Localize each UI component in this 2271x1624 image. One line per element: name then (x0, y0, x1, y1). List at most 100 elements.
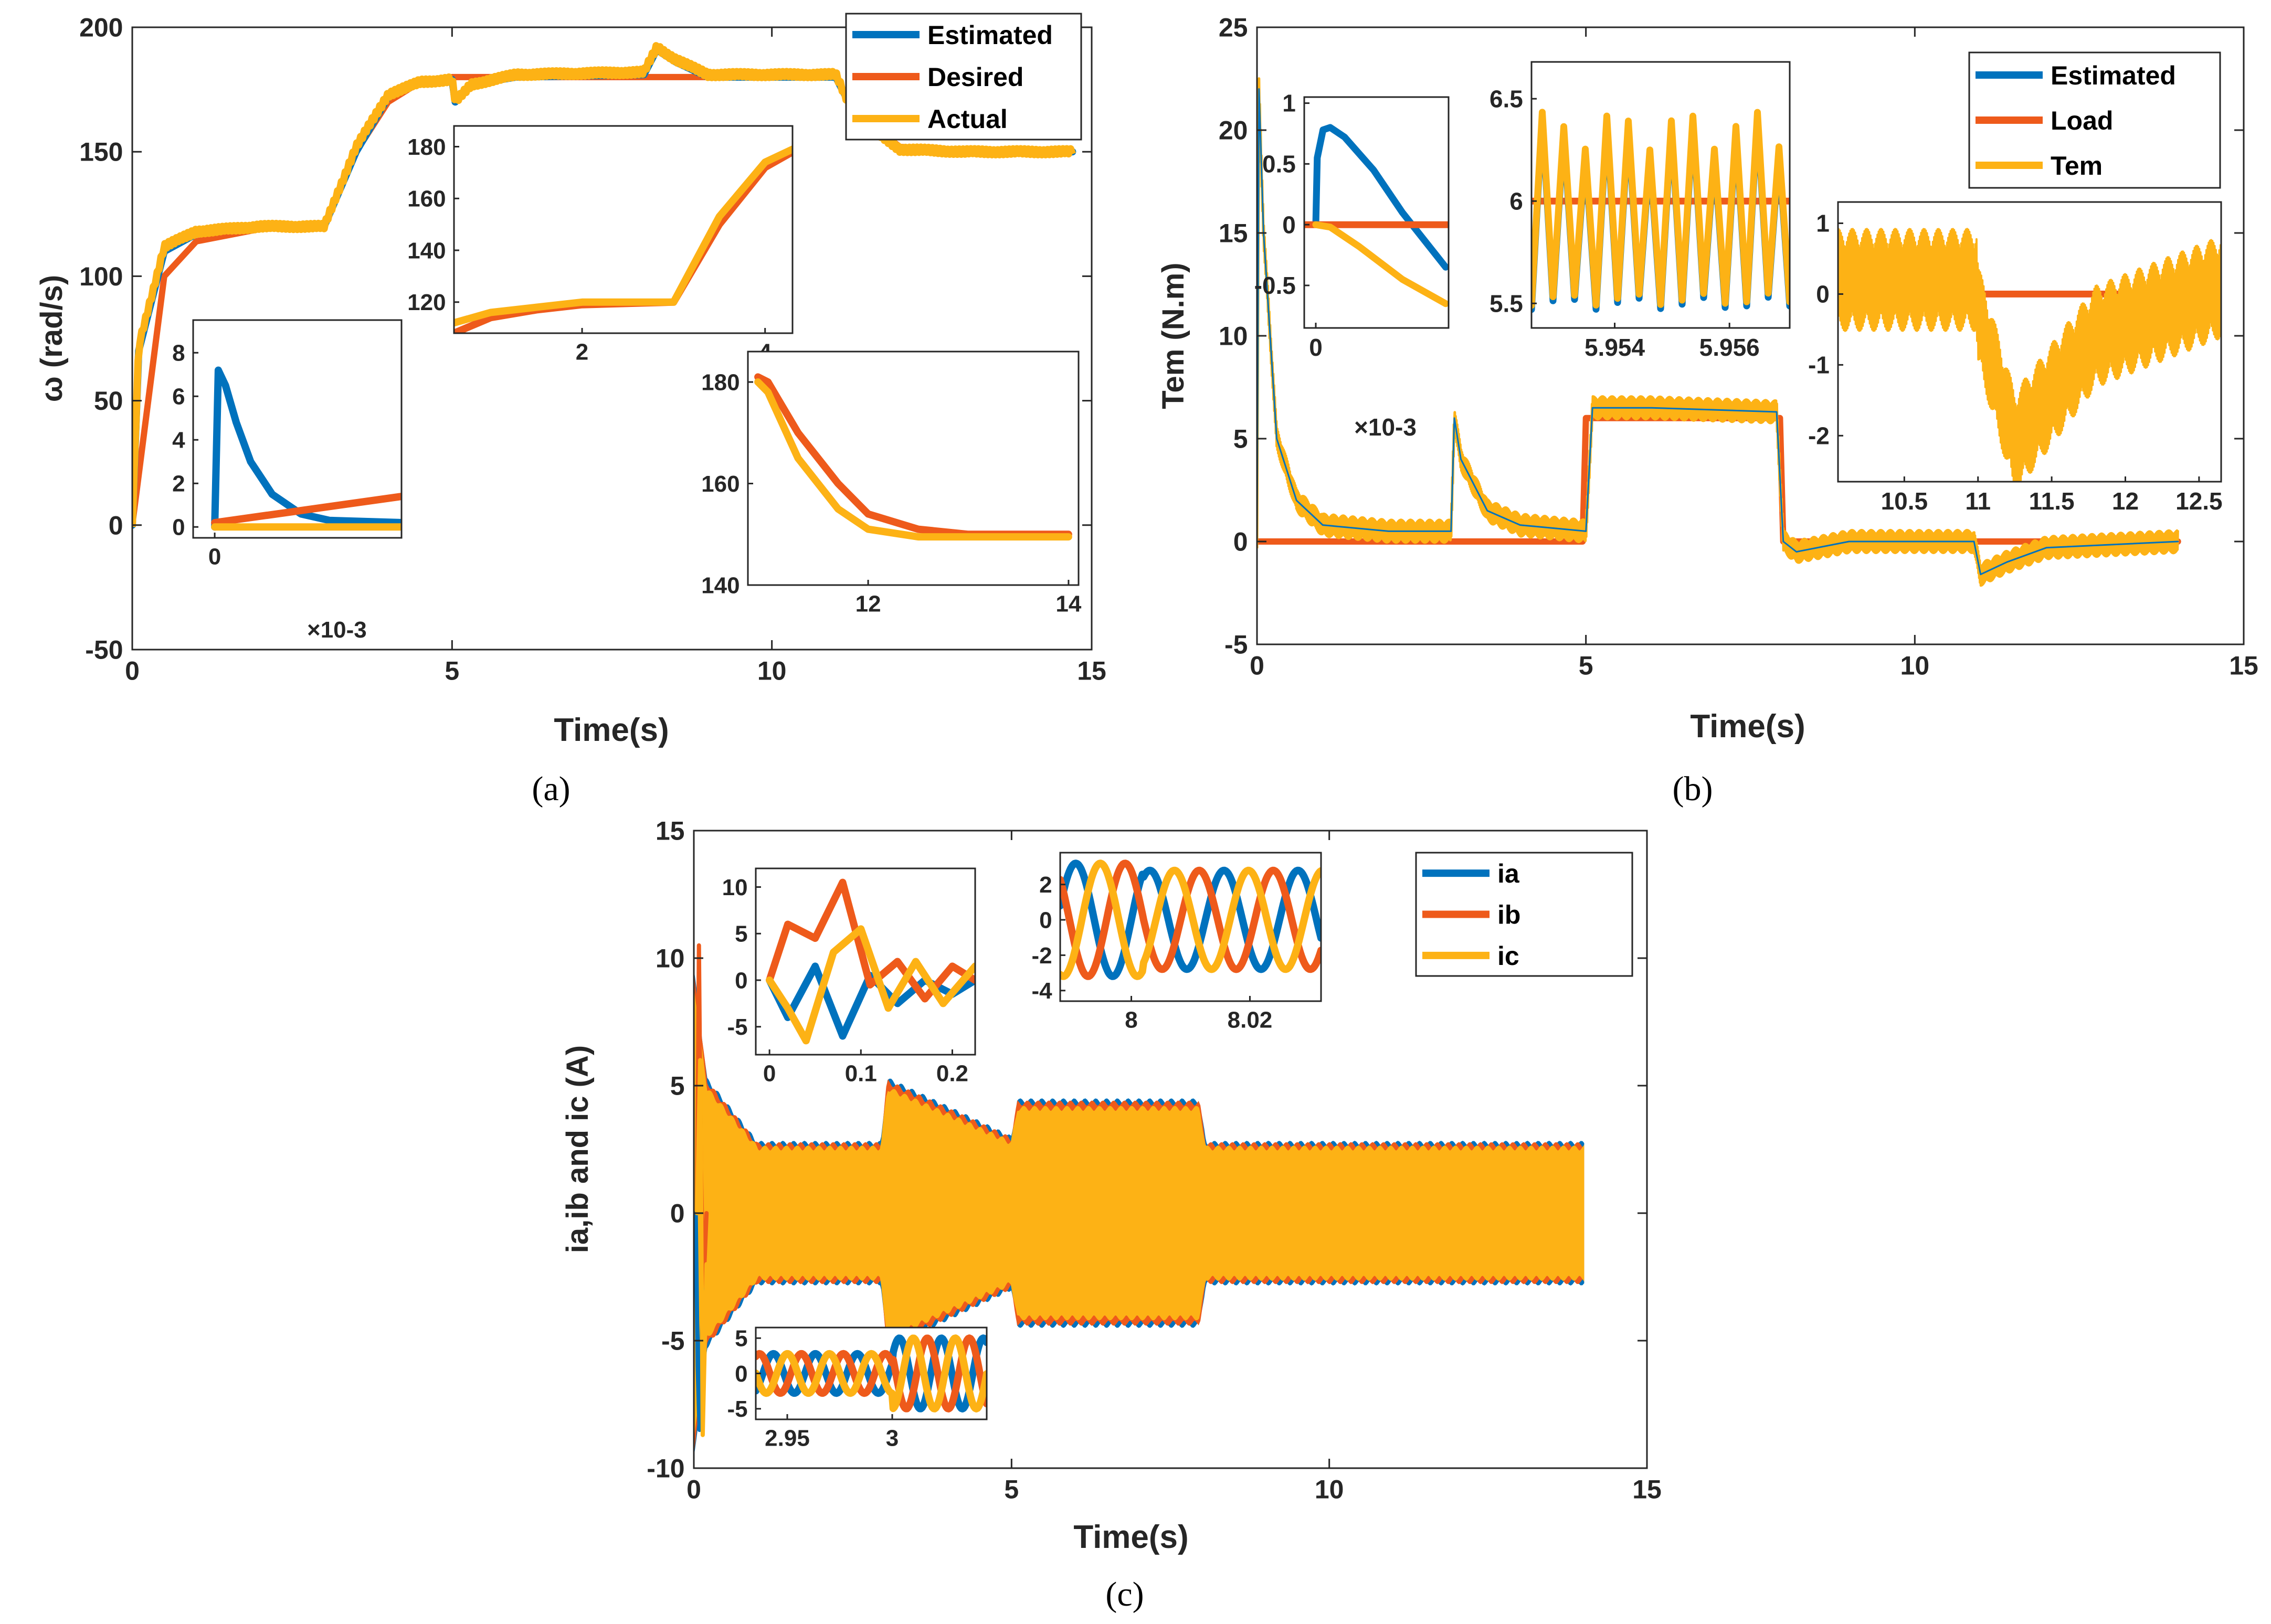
x-tick-label: 0 (1309, 334, 1323, 361)
inset-series-ic (766, 925, 975, 1045)
inset-b-startup: 05-0.500.51 (1254, 90, 1450, 361)
legend-label-ia: ia (1497, 859, 1520, 888)
inset-series-ic (756, 1334, 987, 1413)
plot-area (1531, 109, 1790, 313)
y-tick-label: -10 (647, 1454, 684, 1483)
y-tick-label: 2 (1039, 872, 1052, 898)
y-tick-label: 5 (1233, 424, 1248, 454)
y-tick-label: 150 (79, 137, 123, 167)
y-tick-label: 6 (172, 384, 185, 410)
y-tick-label: 4 (172, 428, 185, 453)
inset-series-ib (1060, 859, 1321, 980)
panel-caption: (a) (532, 770, 570, 808)
y-tick-label: 0 (1282, 211, 1296, 238)
inset-series-estimated (1531, 113, 1790, 313)
y-tick-label: -5 (661, 1326, 684, 1356)
plot-area (1257, 77, 2181, 587)
y-tick-label: 6.5 (1490, 85, 1523, 112)
inset-series-ia (1060, 859, 1321, 980)
x-tick-label: 5.954 (1585, 334, 1645, 361)
inset-a-step-up: 24120140160180 (407, 125, 794, 365)
y-tick-label: 1 (1282, 90, 1296, 117)
x-tick-label: 2 (576, 339, 588, 365)
axes-frame (1303, 96, 1450, 329)
x-tick-label: 3 (886, 1426, 899, 1451)
inset-series-desired (211, 493, 402, 526)
plot-area (211, 366, 402, 531)
axes-frame (755, 1326, 988, 1420)
y-tick-label: 0 (172, 515, 185, 540)
inset-series-estimated (211, 366, 402, 531)
legend-label-tem: Tem (2051, 151, 2103, 181)
y-tick-label: 180 (701, 369, 740, 395)
legend-label-ib: ib (1497, 900, 1520, 930)
y-tick-label: 2 (172, 471, 185, 497)
y-tick-label: 10 (1219, 322, 1248, 351)
y-tick-label: 100 (79, 262, 123, 291)
y-tick-label: 5.5 (1490, 290, 1523, 317)
series-estimated (1257, 88, 2179, 576)
inset-series-tem (1531, 109, 1790, 309)
y-tick-label: -50 (85, 635, 123, 665)
plot-area (766, 878, 975, 1045)
inset-series-actual (454, 145, 793, 327)
legend: Estimated Desired Actual (845, 13, 1082, 141)
y-axis-label: Tem (N.m) (1156, 262, 1190, 409)
inset-series-tem (1838, 228, 2221, 482)
y-tick-label: 0 (735, 1361, 747, 1387)
x-tick-label: 8 (1125, 1007, 1137, 1033)
legend: ia ib ic (1415, 852, 1633, 977)
axes-frame (693, 830, 1648, 1469)
x-tick-label: 10 (1315, 1475, 1344, 1504)
legend-label-desired: Desired (927, 62, 1023, 92)
exponent-label: ×10-3 (307, 617, 367, 643)
y-tick-label: 200 (79, 13, 123, 43)
y-tick-label: 0.5 (1262, 150, 1296, 177)
panel-caption: (c) (1105, 1575, 1144, 1614)
y-tick-label: -2 (1031, 943, 1052, 969)
y-tick-label: -2 (1808, 422, 1830, 449)
y-tick-label: 8 (172, 341, 185, 366)
y-axis-label: ω (rad/s) (35, 275, 69, 402)
y-tick-label: 160 (407, 186, 446, 212)
y-tick-label: -5 (727, 1014, 747, 1040)
y-tick-label: 120 (407, 290, 446, 315)
series-ic-spike (695, 1058, 709, 1437)
y-tick-label: 0 (1233, 527, 1248, 557)
y-tick-label: 0 (670, 1199, 685, 1228)
inset-b-oscillation: 5.954 5.956 5.5 6 6.5 (1490, 61, 1791, 361)
x-tick-label: 0.1 (845, 1061, 877, 1087)
y-tick-label: 10 (722, 875, 748, 900)
legend-label-actual: Actual (927, 104, 1008, 134)
x-tick-label: 8.02 (1228, 1007, 1273, 1033)
y-tick-label: 0 (1039, 907, 1052, 933)
x-tick-label: 15 (2229, 651, 2258, 681)
plot-area (754, 373, 1072, 541)
x-axis-label: Time(s) (1073, 1519, 1188, 1555)
plot-area (694, 943, 1585, 1452)
y-tick-label: 140 (701, 572, 740, 598)
series-tem (1257, 77, 2179, 587)
y-tick-label: 25 (1219, 13, 1248, 43)
axes-frame (131, 26, 1093, 651)
x-tick-label: 15 (1632, 1475, 1662, 1504)
x-tick-label: 0 (208, 544, 221, 570)
x-tick-label: 11 (1965, 487, 1991, 515)
y-tick-label: 5 (735, 1326, 747, 1352)
y-tick-label: 0 (1816, 281, 1830, 308)
x-tick-label: 14 (1055, 591, 1081, 617)
x-tick-label: 2.95 (765, 1426, 810, 1451)
y-tick-label: -4 (1031, 978, 1052, 1004)
x-tick-label: 0.2 (936, 1061, 968, 1087)
x-axis-label: Time(s) (554, 712, 669, 748)
x-tick-label: 0 (686, 1475, 701, 1504)
x-tick-label: 10 (1900, 651, 1930, 681)
legend-label-estimated: Estimated (2051, 61, 2176, 90)
axes-frame (1256, 26, 2245, 645)
plot-background (748, 352, 1079, 585)
legend: Estimated Load Tem (1968, 51, 2221, 189)
x-tick-label: 12.5 (2175, 487, 2223, 515)
plot-area (454, 145, 793, 333)
inset-series-ic (1060, 859, 1321, 980)
